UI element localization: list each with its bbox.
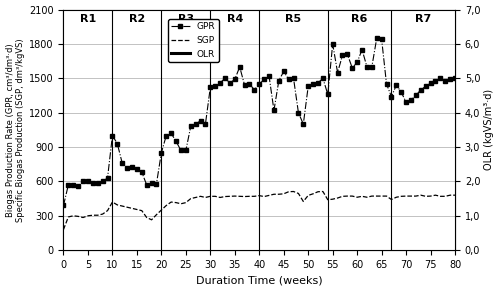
OLR [388, 139, 394, 142]
OLR [388, 152, 394, 156]
Text: R3: R3 [178, 14, 194, 24]
Text: R2: R2 [129, 14, 145, 24]
OLR [256, 145, 262, 149]
Text: R7: R7 [415, 14, 432, 24]
Line: OLR: OLR [64, 140, 455, 192]
GPR [374, 36, 380, 40]
SGP [452, 194, 458, 197]
Text: R4: R4 [226, 14, 243, 24]
Y-axis label: Biogas Production Rate (GPR, cm³/dm³·d)
Specific Biogas Production (SGP, dm³/kgV: Biogas Production Rate (GPR, cm³/dm³·d) … [6, 38, 25, 222]
GPR [60, 204, 66, 207]
OLR [60, 190, 66, 194]
X-axis label: Duration Time (weeks): Duration Time (weeks) [196, 276, 322, 285]
SGP [276, 193, 282, 196]
GPR [384, 82, 390, 86]
Text: R1: R1 [80, 14, 96, 24]
OLR [208, 145, 214, 149]
OLR [158, 173, 164, 176]
SGP [60, 228, 66, 231]
SGP [418, 194, 424, 197]
OLR [110, 190, 116, 194]
OLR [158, 176, 164, 180]
OLR [208, 173, 214, 176]
OLR [110, 176, 116, 180]
OLR [452, 152, 458, 156]
OLR [325, 139, 331, 142]
SGP [310, 192, 316, 196]
Line: SGP: SGP [64, 191, 455, 230]
Text: R6: R6 [352, 14, 368, 24]
SGP [290, 190, 296, 193]
SGP [384, 194, 390, 198]
GPR [452, 77, 458, 80]
OLR [325, 152, 331, 156]
GPR [403, 101, 409, 104]
GPR [418, 88, 424, 91]
GPR [276, 79, 282, 82]
OLR [256, 152, 262, 156]
Legend: GPR, SGP, OLR: GPR, SGP, OLR [168, 19, 219, 62]
Y-axis label: OLR (kgVS/m³·d): OLR (kgVS/m³·d) [484, 89, 494, 171]
Text: R5: R5 [286, 14, 302, 24]
GPR [305, 85, 311, 88]
Line: GPR: GPR [62, 36, 457, 207]
SGP [354, 196, 360, 199]
SGP [403, 194, 409, 198]
GPR [350, 66, 356, 70]
